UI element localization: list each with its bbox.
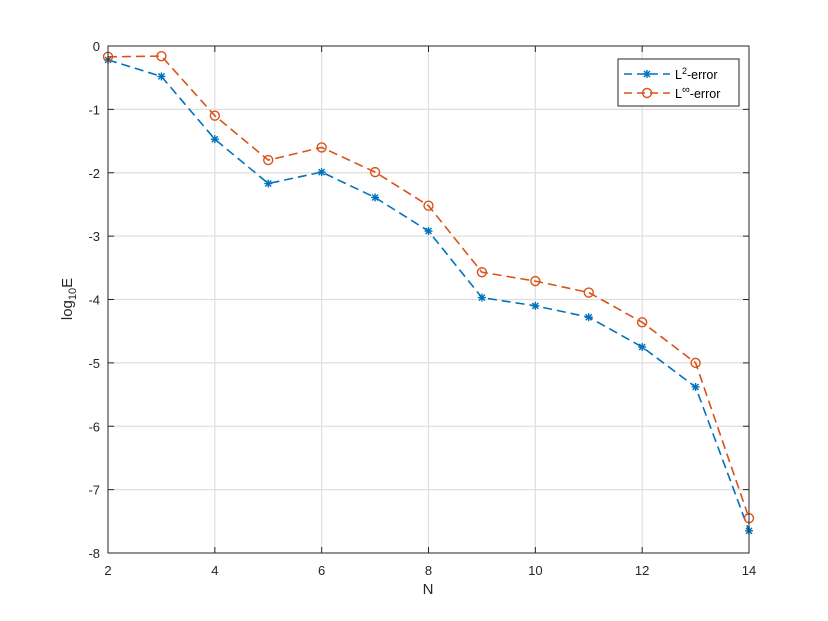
data-point-asterisk	[531, 301, 540, 310]
data-point-circle	[209, 110, 221, 121]
legend: L2-error L∞-error	[617, 58, 740, 107]
y-tick-label: -4	[88, 293, 100, 308]
data-point-circle	[690, 357, 701, 369]
x-tick-label: 4	[211, 563, 218, 578]
legend-marker-circle-icon	[641, 87, 653, 99]
x-tick-label: 8	[425, 563, 432, 578]
data-point-asterisk	[210, 135, 219, 144]
y-tick-label: -7	[88, 483, 100, 498]
legend-entry-linf-error: L∞-error	[624, 84, 720, 101]
data-point-asterisk	[424, 227, 433, 236]
x-tick-label: 10	[528, 563, 542, 578]
axis-ticks: 2 4 6 8 10 12 14 0 -1 -2 -3 -4 -5 -6 -7 -8	[88, 39, 756, 578]
data-point-asterisk	[371, 193, 380, 202]
data-point-asterisk	[691, 382, 700, 391]
data-point-asterisk	[264, 179, 273, 188]
data-point-asterisk	[317, 168, 326, 177]
data-point-circle	[423, 200, 434, 211]
legend-entry-l2-error: L2-error	[624, 66, 718, 82]
y-tick-label: -3	[88, 229, 100, 244]
y-tick-label: -1	[88, 102, 100, 117]
x-tick-label: 2	[104, 563, 111, 578]
data-point-circle	[583, 287, 594, 298]
y-tick-label: -8	[88, 546, 100, 561]
legend-label-l2-error: L2-error	[675, 66, 718, 82]
data-point-asterisk	[638, 343, 647, 352]
legend-marker-asterisk-icon	[643, 70, 651, 78]
data-point-circle	[636, 317, 648, 328]
data-point-asterisk	[477, 293, 486, 302]
legend-label-linf-error: L∞-error	[675, 84, 720, 101]
data-point-circle	[530, 275, 541, 287]
grid	[108, 46, 749, 553]
x-tick-label: 14	[742, 563, 756, 578]
plot-series	[102, 50, 755, 535]
y-tick-label: -5	[88, 356, 100, 371]
x-tick-label: 12	[635, 563, 649, 578]
series-line-1	[107, 55, 750, 519]
x-axis-label: N	[423, 581, 434, 598]
series-1	[102, 50, 755, 524]
data-point-asterisk	[584, 313, 593, 322]
y-tick-label: 0	[93, 39, 100, 54]
y-axis-label: log10E	[59, 278, 79, 320]
y-tick-label: -6	[88, 419, 100, 434]
data-point-circle	[316, 142, 327, 153]
y-tick-label: -2	[88, 166, 100, 181]
x-tick-label: 6	[318, 563, 325, 578]
data-point-circle	[156, 50, 167, 62]
data-point-circle	[263, 154, 274, 166]
data-point-asterisk	[157, 72, 166, 81]
legend-box	[617, 58, 740, 107]
data-point-circle	[369, 166, 381, 178]
data-point-circle	[476, 267, 488, 278]
